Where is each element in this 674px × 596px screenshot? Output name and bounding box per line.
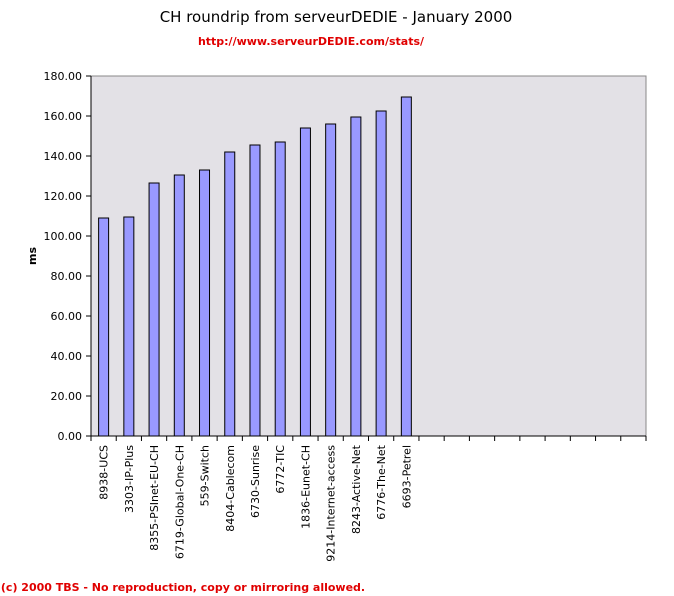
y-tick-label: 0.00 xyxy=(58,430,83,443)
x-tick-label: 6776-The-Net xyxy=(375,444,388,519)
x-tick-label: 6730-Sunrise xyxy=(249,445,262,518)
y-tick-label: 180.00 xyxy=(44,70,83,83)
bar xyxy=(375,110,387,437)
bar xyxy=(123,216,135,437)
x-tick-label: 8243-Active-Net xyxy=(350,444,363,534)
y-tick-label: 40.00 xyxy=(51,350,83,363)
chart-title: CH roundrip from serveurDEDIE - January … xyxy=(160,8,513,26)
x-tick-label: 559-Switch xyxy=(199,445,212,506)
bar xyxy=(173,174,185,437)
bar xyxy=(325,123,337,437)
y-tick-label: 60.00 xyxy=(51,310,83,323)
x-tick-label: 8404-Cablecom xyxy=(224,445,237,532)
bar xyxy=(400,96,412,437)
bar xyxy=(249,144,261,437)
bar xyxy=(299,127,311,437)
bar xyxy=(199,169,211,437)
y-tick-label: 20.00 xyxy=(51,390,83,403)
y-axis-label: ms xyxy=(26,247,39,265)
bar xyxy=(98,217,110,437)
bar xyxy=(148,182,160,437)
chart-subtitle: http://www.serveurDEDIE.com/stats/ xyxy=(198,35,425,48)
y-tick-label: 160.00 xyxy=(44,110,83,123)
x-tick-label: 6719-Global-One-CH xyxy=(173,445,186,559)
y-tick-label: 120.00 xyxy=(44,190,83,203)
x-tick-label: 6693-Petrel xyxy=(400,445,413,508)
bar xyxy=(350,116,362,437)
x-tick-label: 8938-UCS xyxy=(98,445,111,500)
x-tick-label: 6772-TIC xyxy=(274,445,287,494)
y-tick-label: 100.00 xyxy=(44,230,83,243)
bar xyxy=(224,151,236,437)
x-tick-label: 3303-IP-Plus xyxy=(123,445,136,513)
y-tick-label: 140.00 xyxy=(44,150,83,163)
x-tick-label: 8355-PSInet-EU-CH xyxy=(148,445,161,551)
x-tick-label: 9214-Internet-access xyxy=(325,445,338,562)
x-tick-label: 1836-Eunet-CH xyxy=(299,445,312,529)
y-tick-label: 80.00 xyxy=(51,270,83,283)
bar xyxy=(274,141,286,437)
footer: (c) 2000 TBS - No reproduction, copy or … xyxy=(1,581,365,594)
